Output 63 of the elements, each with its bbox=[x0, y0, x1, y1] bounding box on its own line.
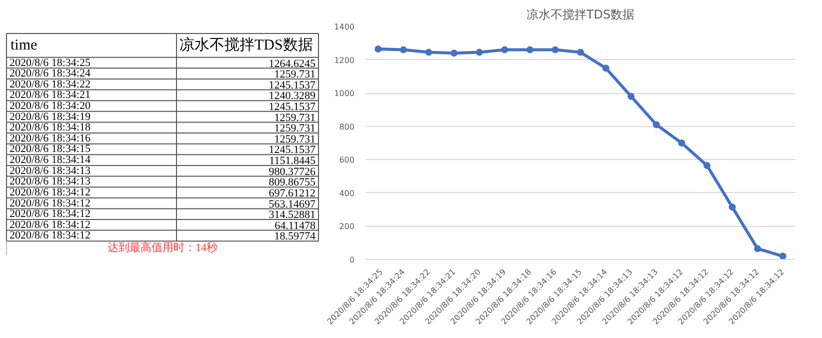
data-label: 314.52881 bbox=[268, 209, 316, 222]
data-label: 1259.731 bbox=[274, 112, 316, 124]
point bbox=[400, 46, 407, 54]
data-label: 18.59774 bbox=[274, 230, 316, 243]
data-label: 64.11478 bbox=[274, 220, 316, 232]
category-label: 2020/8/6 18:34:16 bbox=[10, 132, 91, 144]
point bbox=[678, 140, 686, 146]
data-label: 980.37726 bbox=[268, 166, 316, 178]
y-tick-label: 0 bbox=[349, 256, 355, 264]
category-label: 2020/8/6 18:34:12 bbox=[10, 186, 90, 198]
point bbox=[652, 121, 660, 128]
chart-title: 凉水不搅拌TDS数据 bbox=[526, 8, 635, 22]
y-tick-label: 600 bbox=[339, 156, 355, 165]
point bbox=[450, 50, 458, 57]
data-label: 809.86755 bbox=[268, 176, 316, 189]
point bbox=[628, 92, 635, 100]
text: time bbox=[10, 37, 38, 54]
data-label: 1264.6245 bbox=[268, 58, 316, 70]
point bbox=[425, 48, 432, 56]
data-label: 1259.731 bbox=[274, 122, 316, 135]
category-label: 2020/8/6 18:34:12 bbox=[10, 197, 90, 210]
category-label: 2020/8/6 18:34:13 bbox=[10, 164, 91, 177]
data-label: 1245.1537 bbox=[268, 101, 316, 114]
data-label: 1240.3289 bbox=[268, 90, 316, 102]
point bbox=[476, 48, 483, 56]
point bbox=[577, 48, 584, 56]
point bbox=[779, 252, 786, 260]
data-label: 1245.1537 bbox=[268, 79, 316, 92]
data-label: 1259.731 bbox=[274, 68, 316, 81]
y-tick-label: 1400 bbox=[334, 22, 354, 32]
category-label: 2020/8/6 18:34:22 bbox=[10, 78, 90, 90]
point bbox=[552, 46, 559, 54]
category-label: 2020/8/6 18:34:20 bbox=[10, 100, 91, 112]
data-label: 1259.731 bbox=[274, 133, 316, 146]
y-tick-label: 400 bbox=[339, 188, 355, 198]
y-tick-label: 200 bbox=[339, 222, 355, 232]
category-label: 2020/8/6 18:34:12 bbox=[10, 208, 90, 220]
category-label: 2020/8/6 18:34:24 bbox=[10, 68, 91, 80]
category-label: 2020/8/6 18:34:21 bbox=[10, 89, 90, 102]
data-label: 1151.8445 bbox=[269, 155, 316, 168]
y-tick-label: 1200 bbox=[334, 56, 354, 65]
point bbox=[703, 162, 710, 169]
point bbox=[602, 64, 610, 72]
category-label: 2020/8/6 18:34:12 bbox=[10, 218, 90, 231]
text: 凉水不搅拌TDS数据 bbox=[180, 36, 313, 54]
point bbox=[526, 46, 534, 54]
category-label: 2020/8/6 18:34:25 bbox=[10, 56, 91, 69]
point bbox=[374, 45, 382, 52]
point bbox=[754, 245, 762, 252]
y-tick-label: 800 bbox=[339, 122, 355, 132]
category-label: 2020/8/6 18:34:13 bbox=[10, 176, 91, 188]
category-label: 2020/8/6 18:34:18 bbox=[10, 122, 91, 134]
point bbox=[501, 46, 508, 54]
point bbox=[728, 204, 736, 211]
category-label: 2020/8/6 18:34:12 bbox=[10, 230, 90, 242]
category-label: 2020/8/6 18:34:19 bbox=[10, 110, 91, 123]
y-tick-label: 1000 bbox=[334, 89, 354, 98]
text: 达到最高值用时：14秒 bbox=[108, 241, 218, 254]
category-label: 2020/8/6 18:34:14 bbox=[10, 154, 91, 166]
category-label: 2020/8/6 18:34:15 bbox=[10, 143, 91, 156]
data-label: 697.61212 bbox=[268, 187, 316, 200]
data-label: 1245.1537 bbox=[268, 144, 316, 156]
data-label: 563.14697 bbox=[268, 198, 316, 210]
